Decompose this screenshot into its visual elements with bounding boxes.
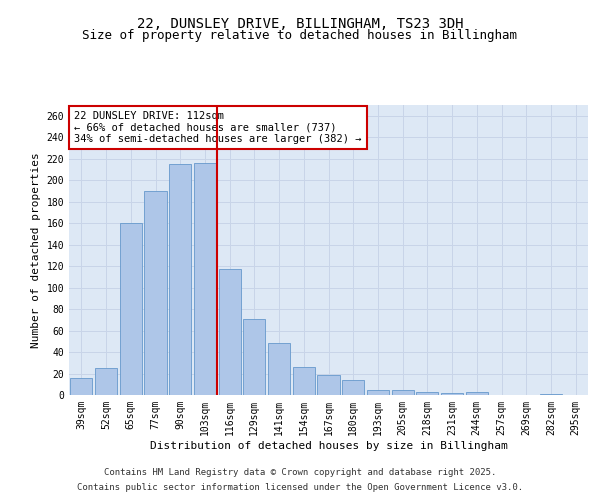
Bar: [194, 163, 216, 395]
Text: Contains HM Land Registry data © Crown copyright and database right 2025.: Contains HM Land Registry data © Crown c…: [104, 468, 496, 477]
Text: Contains public sector information licensed under the Open Government Licence v3: Contains public sector information licen…: [77, 483, 523, 492]
Bar: [441, 393, 463, 395]
Bar: [119, 223, 142, 395]
Bar: [268, 344, 290, 395]
Text: Size of property relative to detached houses in Billingham: Size of property relative to detached ho…: [83, 29, 517, 42]
Y-axis label: Number of detached properties: Number of detached properties: [31, 152, 41, 348]
Bar: [367, 390, 389, 395]
Bar: [392, 390, 414, 395]
Text: 22, DUNSLEY DRIVE, BILLINGHAM, TS23 3DH: 22, DUNSLEY DRIVE, BILLINGHAM, TS23 3DH: [137, 18, 463, 32]
Bar: [293, 367, 315, 395]
Bar: [243, 318, 265, 395]
X-axis label: Distribution of detached houses by size in Billingham: Distribution of detached houses by size …: [149, 440, 508, 450]
Bar: [145, 191, 167, 395]
Bar: [95, 368, 117, 395]
Bar: [169, 164, 191, 395]
Bar: [540, 394, 562, 395]
Bar: [466, 392, 488, 395]
Bar: [218, 270, 241, 395]
Text: 22 DUNSLEY DRIVE: 112sqm
← 66% of detached houses are smaller (737)
34% of semi-: 22 DUNSLEY DRIVE: 112sqm ← 66% of detach…: [74, 111, 362, 144]
Bar: [317, 374, 340, 395]
Bar: [416, 392, 439, 395]
Bar: [70, 378, 92, 395]
Bar: [342, 380, 364, 395]
